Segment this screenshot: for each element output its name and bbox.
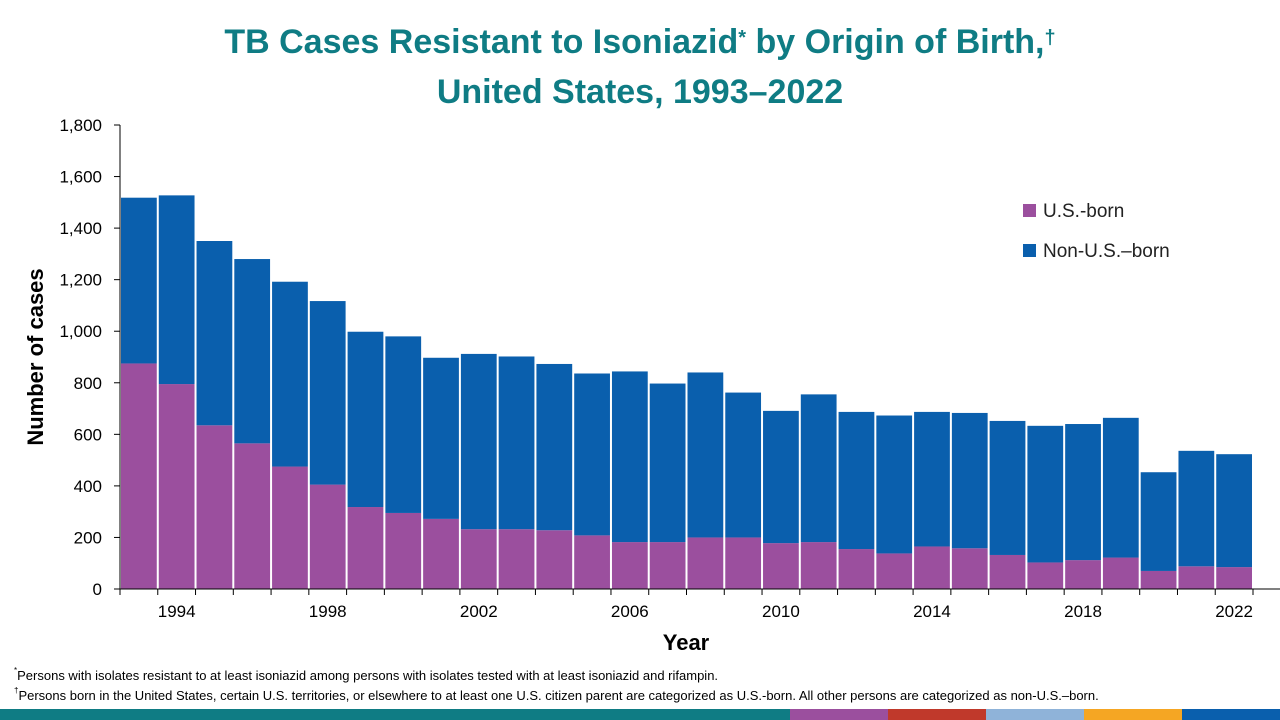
bar-non-us-born-1999: [347, 331, 384, 508]
bar-non-us-born-2019: [1102, 417, 1139, 558]
bar-us-born-2019: [1102, 557, 1139, 589]
bar-non-us-born-2002: [460, 353, 497, 530]
bar-us-born-1998: [309, 484, 346, 589]
y-tick-label: 200: [74, 528, 102, 547]
bar-us-born-2004: [536, 530, 573, 589]
bar-non-us-born-2015: [951, 412, 988, 549]
bar-us-born-2010: [763, 543, 799, 589]
legend-swatch-non-us-born: [1023, 244, 1036, 257]
bar-us-born-1995: [196, 425, 233, 589]
bar-us-born-2011: [800, 542, 837, 589]
y-tick-label: 0: [93, 580, 102, 599]
bar-us-born-2007: [649, 542, 686, 589]
bar-us-born-1999: [347, 507, 384, 589]
bar-non-us-born-2018: [1065, 424, 1101, 561]
bar-non-us-born-2009: [725, 392, 762, 538]
bar-non-us-born-2007: [649, 383, 686, 543]
color-bar-segment: [1182, 709, 1280, 720]
x-tick-label: 2006: [611, 602, 649, 621]
bar-non-us-born-1998: [309, 301, 346, 485]
x-tick-label: 2022: [1215, 602, 1253, 621]
color-bar-segment: [888, 709, 986, 720]
x-tick-label: 1998: [309, 602, 347, 621]
footnote-origin-of-birth: †Persons born in the United States, cert…: [14, 686, 1099, 703]
legend-swatch-us-born: [1023, 204, 1036, 217]
bar-non-us-born-2021: [1178, 450, 1215, 567]
bar-us-born-2003: [498, 529, 535, 589]
bar-non-us-born-1995: [196, 241, 233, 426]
bar-non-us-born-2020: [1140, 472, 1177, 571]
bar-non-us-born-2016: [989, 420, 1026, 555]
bar-us-born-2009: [725, 537, 762, 589]
bar-us-born-2000: [385, 512, 422, 589]
bar-us-born-2006: [611, 542, 648, 589]
bar-us-born-2015: [951, 548, 988, 589]
bar-non-us-born-1993: [121, 197, 157, 364]
x-tick-label: 2002: [460, 602, 498, 621]
bar-non-us-born-2011: [800, 394, 837, 543]
bar-non-us-born-2006: [611, 371, 648, 543]
bar-non-us-born-2004: [536, 363, 573, 531]
decorative-color-bar: [0, 709, 1280, 720]
y-tick-label: 1,200: [59, 271, 102, 290]
y-axis-title: Number of cases: [23, 268, 48, 445]
bar-non-us-born-1996: [234, 259, 271, 444]
bar-us-born-1994: [158, 384, 195, 589]
y-tick-label: 400: [74, 477, 102, 496]
x-tick-label: 2014: [913, 602, 951, 621]
bar-non-us-born-1994: [158, 195, 195, 385]
bar-us-born-2005: [574, 535, 610, 589]
y-tick-label: 800: [74, 374, 102, 393]
bar-us-born-2008: [687, 537, 724, 589]
chart-title-line1: TB Cases Resistant to Isoniazid* by Orig…: [224, 23, 1056, 61]
bar-non-us-born-2005: [574, 373, 610, 536]
bar-non-us-born-2022: [1216, 454, 1252, 568]
bar-us-born-1996: [234, 443, 271, 589]
bar-us-born-2016: [989, 554, 1026, 589]
bar-non-us-born-1997: [272, 281, 308, 467]
color-bar-segment: [0, 709, 790, 720]
bar-non-us-born-2001: [423, 357, 459, 519]
footnote-isoniazid: *Persons with isolates resistant to at l…: [14, 666, 719, 683]
bar-non-us-born-2014: [914, 411, 950, 547]
color-bar-segment: [1084, 709, 1182, 720]
bar-non-us-born-2013: [876, 415, 913, 554]
bar-us-born-2022: [1216, 567, 1252, 589]
bar-non-us-born-2010: [763, 410, 799, 544]
bar-non-us-born-2008: [687, 372, 724, 538]
x-tick-label: 2010: [762, 602, 800, 621]
bar-us-born-2001: [423, 518, 459, 589]
bar-us-born-2013: [876, 553, 913, 589]
bar-us-born-2012: [838, 549, 875, 589]
stacked-bar-chart: 0 200 400 600 800 1,000 1,200 1,400 1,600 1,800 19…: [23, 116, 1280, 655]
y-tick-label: 1,000: [59, 322, 102, 341]
y-tick-label: 1,600: [59, 168, 102, 187]
bar-non-us-born-2000: [385, 336, 422, 513]
bar-us-born-2017: [1027, 562, 1064, 589]
bar-us-born-2002: [460, 529, 497, 589]
y-tick-label: 1,400: [59, 219, 102, 238]
x-tick-label: 2018: [1064, 602, 1102, 621]
legend-label-us-born: U.S.-born: [1043, 201, 1124, 222]
bar-us-born-2014: [914, 546, 950, 589]
chart-title-line2: United States, 1993–2022: [436, 73, 844, 111]
color-bar-segment: [986, 709, 1084, 720]
y-tick-label: 1,800: [59, 116, 102, 135]
bar-us-born-2020: [1140, 570, 1177, 589]
x-axis-title: Year: [663, 630, 710, 655]
bar-us-born-2018: [1065, 560, 1101, 589]
bar-us-born-2021: [1178, 566, 1215, 589]
y-tick-label: 600: [74, 425, 102, 444]
bar-non-us-born-2017: [1027, 425, 1064, 563]
color-bar-segment: [790, 709, 888, 720]
bar-non-us-born-2012: [838, 411, 875, 550]
bar-us-born-1997: [272, 466, 308, 589]
legend-label-non-us-born: Non-U.S.–born: [1043, 241, 1170, 262]
bar-us-born-1993: [121, 363, 157, 589]
bar-non-us-born-2003: [498, 356, 535, 530]
x-tick-label: 1994: [158, 602, 196, 621]
